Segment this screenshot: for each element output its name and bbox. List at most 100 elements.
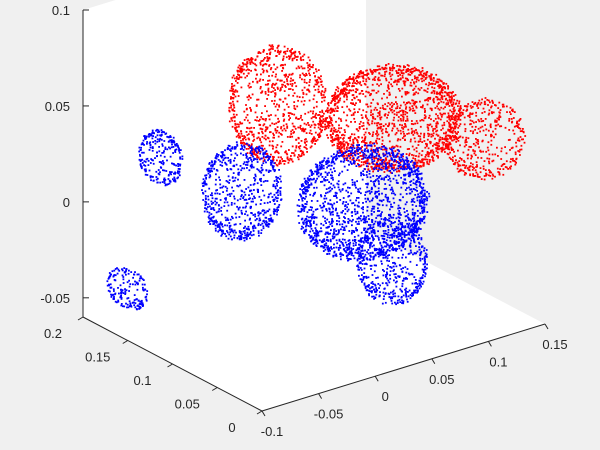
data-point <box>286 156 289 159</box>
data-point <box>257 52 260 54</box>
data-point <box>392 216 395 219</box>
data-point <box>265 216 268 219</box>
data-point <box>267 159 269 162</box>
data-point <box>364 114 367 117</box>
data-point <box>385 163 387 166</box>
data-point <box>277 151 279 154</box>
data-point <box>241 70 243 73</box>
data-point <box>324 96 326 99</box>
data-point <box>411 159 413 162</box>
data-point <box>372 151 375 153</box>
data-point <box>325 163 328 165</box>
data-point <box>314 191 316 194</box>
data-point <box>288 118 290 121</box>
data-point <box>316 164 318 166</box>
data-point <box>250 126 253 129</box>
data-point <box>370 156 373 159</box>
data-point <box>249 107 251 109</box>
data-point <box>308 184 311 186</box>
data-point <box>303 230 305 233</box>
data-point <box>358 205 360 208</box>
data-point <box>407 64 410 67</box>
data-point <box>421 199 424 202</box>
data-point <box>386 254 389 257</box>
data-point <box>317 114 319 116</box>
data-point <box>282 120 285 122</box>
data-point <box>295 85 298 88</box>
data-point <box>442 112 445 115</box>
data-point <box>477 127 480 130</box>
data-point <box>239 121 241 124</box>
data-point <box>354 104 356 106</box>
data-point <box>468 114 471 117</box>
data-point <box>489 101 491 104</box>
data-point <box>518 150 521 153</box>
data-point <box>243 191 246 194</box>
data-point <box>279 64 282 67</box>
data-point <box>328 164 331 167</box>
data-point <box>450 146 453 149</box>
data-point <box>276 86 279 89</box>
data-point <box>333 110 336 113</box>
data-point <box>227 144 230 147</box>
data-point <box>234 146 236 148</box>
data-point <box>236 77 239 80</box>
data-point <box>370 210 373 212</box>
data-point <box>319 173 322 176</box>
data-point <box>254 69 257 72</box>
data-point <box>441 98 444 100</box>
data-point <box>355 82 358 85</box>
data-point <box>377 207 379 210</box>
data-point <box>497 155 499 157</box>
data-point <box>396 107 399 109</box>
data-point <box>477 107 480 109</box>
data-point <box>402 246 404 249</box>
data-point <box>328 190 331 193</box>
data-point <box>219 164 222 166</box>
data-point <box>415 69 418 72</box>
data-point <box>358 216 360 219</box>
data-point <box>263 211 266 214</box>
data-point <box>319 123 322 126</box>
data-point <box>451 159 454 161</box>
data-point <box>490 171 493 174</box>
data-point <box>337 87 340 90</box>
data-point <box>210 160 213 163</box>
data-point <box>278 204 281 206</box>
data-point <box>348 153 350 155</box>
data-point <box>427 127 430 130</box>
data-point <box>356 74 359 77</box>
data-point <box>347 259 350 261</box>
data-point <box>364 150 366 153</box>
data-point <box>274 93 277 96</box>
data-point <box>398 158 401 160</box>
data-point <box>347 143 349 145</box>
data-point <box>348 77 351 80</box>
data-point <box>461 136 464 139</box>
data-point <box>283 160 285 162</box>
data-point <box>262 174 265 177</box>
data-point <box>338 127 340 130</box>
data-point <box>237 134 239 137</box>
data-point <box>484 134 487 136</box>
data-point <box>303 208 306 210</box>
data-point <box>370 144 373 147</box>
data-point <box>312 210 315 213</box>
data-point <box>329 213 332 216</box>
data-point <box>401 124 403 127</box>
data-point <box>250 212 252 214</box>
data-point <box>428 163 430 166</box>
data-point <box>397 80 400 83</box>
data-point <box>404 103 407 106</box>
data-point <box>409 81 412 84</box>
data-point <box>398 169 400 172</box>
data-point <box>356 148 358 151</box>
data-point <box>248 127 251 130</box>
data-point <box>452 121 454 124</box>
data-point <box>413 130 416 133</box>
data-point <box>388 81 390 84</box>
data-point <box>423 108 426 110</box>
data-point <box>488 109 491 112</box>
data-point <box>379 116 382 119</box>
data-point <box>402 153 404 155</box>
